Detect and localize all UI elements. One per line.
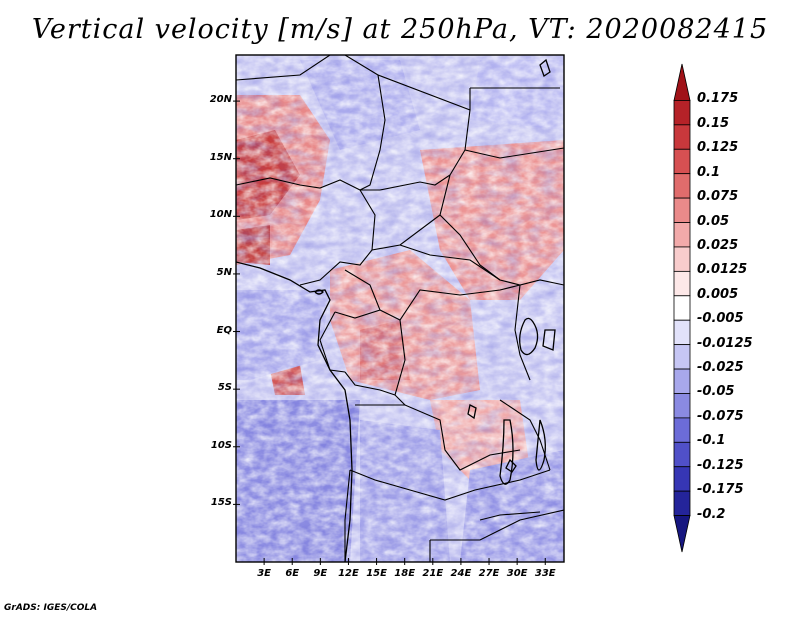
colorbar-label: -0.0125 [697, 335, 753, 351]
lon-tick-label: 12E [338, 568, 359, 579]
colorbar-swatch [673, 222, 691, 248]
colorbar-swatch [673, 197, 691, 223]
colorbar-swatch [673, 270, 691, 297]
colorbar-label: -0.005 [697, 311, 744, 327]
lat-tick-label: EQ [216, 324, 232, 336]
colorbar-swatch [673, 173, 691, 199]
coastline [236, 58, 556, 562]
country-borders [236, 55, 564, 562]
map-frame [235, 54, 565, 563]
colorbar-label: -0.2 [697, 506, 726, 522]
colorbar-swatch [673, 441, 691, 468]
software-credit: GrADS: IGES/COLA [4, 603, 98, 613]
colorbar-swatch [673, 417, 691, 443]
colorbar-label: 0.025 [697, 237, 739, 253]
colorbar-swatch [673, 295, 691, 321]
lon-tick-label: 15E [366, 568, 387, 579]
lon-tick-label: 27E [478, 568, 500, 579]
colorbar-swatch [673, 319, 691, 346]
lat-tick-label: 10N [209, 209, 232, 221]
colorbar-label: -0.025 [697, 360, 744, 376]
lon-tick-label: 3E [257, 568, 271, 579]
colorbar-label: -0.075 [697, 408, 744, 424]
colorbar-swatch [673, 100, 691, 126]
colorbar-label: -0.05 [697, 384, 735, 400]
colorbar-swatch [673, 344, 691, 370]
axis-ticks [233, 100, 546, 565]
lat-tick-label: 5S [217, 382, 232, 394]
colorbar-label: 0.005 [697, 286, 739, 302]
lon-tick-label: 33E [534, 568, 556, 579]
colorbar-label: 0.125 [697, 140, 739, 156]
velocity-field [236, 55, 564, 562]
colorbar-swatch [673, 148, 691, 175]
colorbar-swatch [673, 515, 691, 553]
colorbar-swatch [673, 393, 691, 419]
lat-tick-label: 10S [210, 439, 232, 451]
colorbar-swatch [673, 466, 691, 492]
colorbar [673, 63, 691, 553]
colorbar-label: 0.15 [697, 115, 730, 131]
lat-tick-label: 5N [216, 266, 232, 278]
colorbar-label: 0.05 [697, 213, 730, 229]
chart-title: Vertical velocity [m/s] at 250hPa, VT: 2… [31, 14, 769, 45]
lon-tick-label: 21E [422, 568, 444, 579]
colorbar-label: -0.175 [697, 482, 744, 498]
colorbar-label: -0.1 [697, 433, 726, 449]
colorbar-swatch [673, 246, 691, 272]
lat-tick-label: 15S [210, 497, 232, 509]
colorbar-label: -0.125 [697, 457, 744, 473]
lon-tick-label: 24E [450, 568, 472, 579]
colorbar-swatch [673, 490, 691, 516]
colorbar-label: 0.0125 [697, 262, 748, 278]
colorbar-label: 0.175 [697, 91, 739, 107]
colorbar-label: 0.075 [697, 189, 739, 205]
lon-tick-label: 18E [394, 568, 416, 579]
lat-tick-label: 20N [209, 94, 232, 106]
lat-tick-label: 15N [209, 151, 232, 163]
lon-tick-label: 6E [285, 568, 300, 579]
lon-tick-label: 30E [506, 568, 528, 579]
colorbar-swatch [673, 124, 691, 150]
lon-tick-label: 9E [313, 568, 328, 579]
colorbar-label: 0.1 [697, 164, 721, 180]
colorbar-swatch [673, 368, 691, 394]
colorbar-swatch [673, 63, 691, 101]
